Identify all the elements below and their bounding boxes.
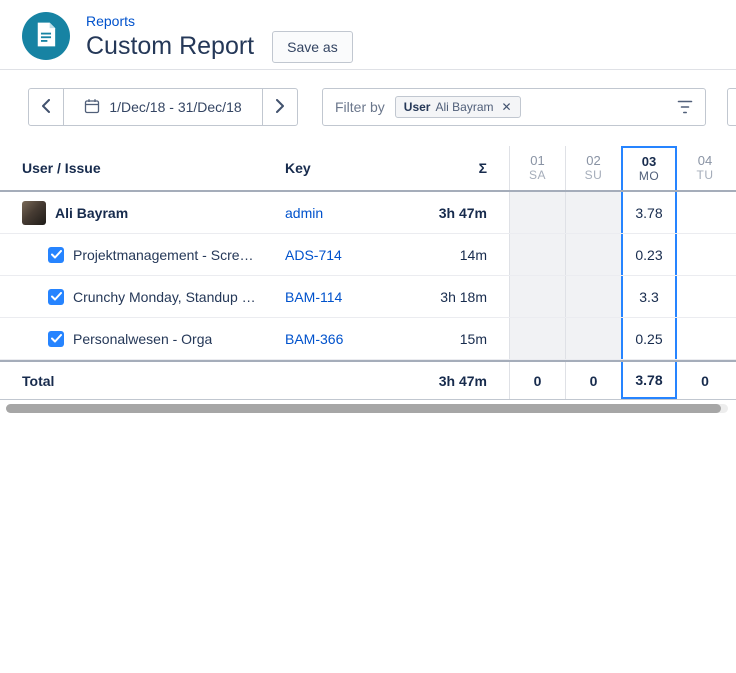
user-name: Ali Bayram [55, 204, 129, 221]
day-column-header-02[interactable]: 02 SU [565, 146, 621, 190]
total-day-cell: 0 [701, 372, 709, 389]
day-column-header-01[interactable]: 01 SA [509, 146, 565, 190]
day-label: MO [638, 168, 660, 183]
issue-name: Crunchy Monday, Standup … [73, 288, 256, 305]
document-icon [35, 21, 57, 51]
chevron-right-icon [276, 98, 284, 116]
filter-bar[interactable]: Filter by User Ali Bayram ✕ [322, 88, 706, 126]
day-label: SU [584, 167, 603, 182]
user-row: Ali Bayram admin 3h 47m 3.78 [0, 192, 736, 234]
report-app-icon [22, 12, 70, 60]
day-cell-selected: 3.3 [621, 276, 677, 317]
day-cell [565, 276, 621, 317]
date-range-label: 1/Dec/18 - 31/Dec/18 [109, 99, 242, 115]
day-cell [677, 318, 733, 359]
chip-value-label: Ali Bayram [435, 100, 494, 114]
total-day-cell: 0 [565, 362, 621, 399]
total-day-cell-selected: 3.78 [621, 362, 677, 399]
issue-key-link[interactable]: BAM-114 [285, 288, 343, 305]
day-cell [509, 318, 565, 359]
total-sum: 3h 47m [438, 372, 487, 389]
day-column-header-04[interactable]: 04 TU [677, 146, 733, 190]
day-label: SA [528, 167, 546, 182]
previous-period-button[interactable] [28, 88, 64, 126]
day-cell [509, 276, 565, 317]
day-label: TU [696, 167, 714, 182]
total-row: Total 3h 47m 0 0 3.78 0 [0, 360, 736, 400]
day-cell-selected: 3.78 [621, 192, 677, 233]
issue-key-link[interactable]: admin [285, 204, 324, 221]
horizontal-scrollbar-track[interactable] [6, 404, 728, 413]
issue-checkbox[interactable] [48, 246, 64, 263]
issue-row: Projektmanagement - Scre… ADS-714 14m 0.… [0, 234, 736, 276]
day-number: 04 [697, 152, 713, 168]
issue-name: Projektmanagement - Scre… [73, 246, 254, 263]
row-sum: 14m [459, 246, 487, 263]
total-day-cell: 0 [509, 362, 565, 399]
toolbar: 1/Dec/18 - 31/Dec/18 Filter by User Ali … [28, 88, 736, 126]
issue-key-link[interactable]: ADS-714 [285, 246, 342, 263]
total-label: Total [22, 372, 55, 389]
date-nav-group: 1/Dec/18 - 31/Dec/18 [28, 88, 298, 126]
day-number: 03 [641, 153, 657, 169]
issue-checkbox[interactable] [48, 330, 64, 347]
reports-breadcrumb-link[interactable]: Reports [86, 13, 136, 29]
date-range-button[interactable]: 1/Dec/18 - 31/Dec/18 [64, 88, 262, 126]
header-divider [0, 69, 736, 70]
issue-checkbox[interactable] [48, 288, 64, 305]
row-sum: 3h 18m [440, 288, 487, 305]
issue-name: Personalwesen - Orga [73, 330, 213, 347]
page-header: Reports Custom Report Save as [0, 0, 736, 63]
issue-key-link[interactable]: BAM-366 [285, 330, 344, 347]
row-sum: 15m [459, 330, 487, 347]
row-sum: 3h 47m [438, 204, 487, 221]
toolbar-overflow-button[interactable] [727, 88, 736, 126]
day-cell [565, 192, 621, 233]
day-cell [677, 192, 733, 233]
day-cell-selected: 0.25 [621, 318, 677, 359]
day-number: 02 [586, 152, 601, 168]
day-cell-selected: 0.23 [621, 234, 677, 275]
column-header-key: Key [285, 160, 311, 176]
save-as-button[interactable]: Save as [272, 31, 353, 63]
horizontal-scrollbar-thumb[interactable] [6, 404, 721, 413]
day-cell [565, 318, 621, 359]
next-period-button[interactable] [262, 88, 298, 126]
calendar-icon [84, 98, 100, 117]
filter-icon[interactable] [677, 100, 693, 114]
report-table: User / Issue Key Σ 01 SA 02 SU 03 MO 04 … [0, 146, 736, 400]
filter-by-label: Filter by [335, 99, 385, 115]
day-cell [509, 234, 565, 275]
day-number: 01 [530, 152, 545, 168]
day-cell [565, 234, 621, 275]
user-filter-chip[interactable]: User Ali Bayram ✕ [394, 96, 521, 118]
page-title: Custom Report [86, 32, 255, 61]
table-header-row: User / Issue Key Σ 01 SA 02 SU 03 MO 04 … [0, 146, 736, 192]
user-avatar [22, 200, 46, 225]
column-header-user-issue: User / Issue [22, 160, 101, 176]
issue-row: Crunchy Monday, Standup … BAM-114 3h 18m… [0, 276, 736, 318]
chip-category-label: User [403, 100, 431, 114]
day-cell [677, 276, 733, 317]
day-column-header-03-selected[interactable]: 03 MO [621, 146, 677, 190]
column-header-sum: Σ [478, 160, 487, 176]
chevron-left-icon [42, 98, 50, 116]
day-cell [677, 234, 733, 275]
issue-row: Personalwesen - Orga BAM-366 15m 0.25 [0, 318, 736, 360]
chip-remove-icon[interactable]: ✕ [501, 100, 512, 114]
day-cell [509, 192, 565, 233]
